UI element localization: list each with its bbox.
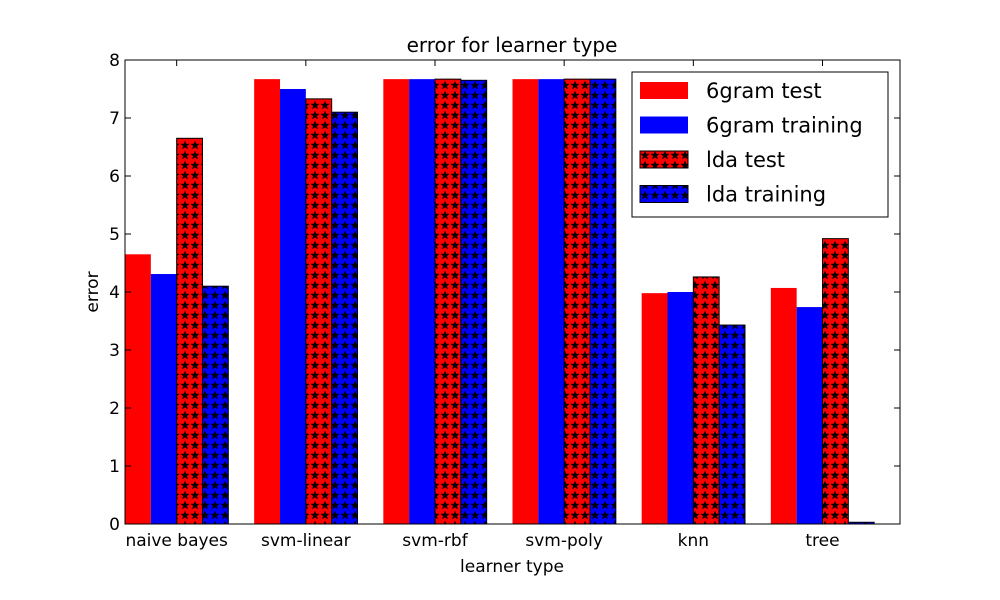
legend-swatch-lda-test [639, 150, 689, 169]
y-tick-label: 1 [109, 457, 120, 477]
y-tick-label: 7 [109, 109, 120, 129]
x-tick-label: naive bayes [125, 531, 228, 551]
y-tick-label: 6 [109, 167, 120, 187]
bar-6gram-test-tree [770, 287, 797, 524]
x-tick-label: tree [805, 531, 839, 551]
bar-6gram-training-knn [667, 292, 694, 524]
bar-6gram-test-svm-rbf [383, 79, 410, 524]
legend-label-6gram-training: 6gram training [706, 114, 863, 138]
x-tick-label: svm-rbf [402, 531, 468, 551]
chart-title: error for learner type [407, 33, 618, 57]
y-tick-label: 5 [109, 225, 120, 245]
legend-label-6gram-test: 6gram test [706, 79, 822, 103]
x-tick-label: svm-linear [261, 531, 351, 551]
legend: 6gram test 6gram training lda test lda trai… [631, 71, 889, 218]
bar-6gram-test-svm-poly [512, 79, 539, 524]
bar-lda-test-naive-bayes [176, 137, 204, 525]
legend-label-lda-training: lda training [706, 183, 826, 207]
bar-lda-training-naive-bayes [202, 285, 229, 525]
y-axis-label: error [83, 271, 103, 312]
x-axis-ticks: naive bayes svm-linear svm-rbf svm-poly knn t… [125, 60, 840, 551]
bar-lda-training-svm-poly [589, 78, 617, 525]
bar-lda-test-svm-rbf [434, 78, 462, 525]
legend-swatch-6gram-test [640, 82, 688, 99]
bar-lda-test-svm-linear [305, 98, 333, 525]
bar-lda-test-tree [822, 238, 849, 525]
y-tick-label: 0 [109, 515, 120, 535]
bar-6gram-training-svm-rbf [409, 79, 435, 524]
bar-6gram-test-svm-linear [254, 79, 280, 524]
legend-swatch-lda-training [639, 185, 689, 203]
bar-lda-test-svm-poly [563, 78, 591, 525]
bar-6gram-training-svm-poly [538, 79, 565, 524]
y-tick-label: 2 [109, 399, 120, 419]
bar-6gram-test-knn [641, 293, 668, 524]
y-tick-label: 4 [109, 283, 120, 303]
y-axis-ticks: 0 1 2 3 4 5 6 7 8 [109, 51, 900, 535]
bar-6gram-training-naive-bayes [150, 274, 177, 524]
y-tick-label: 3 [109, 341, 120, 361]
bar-6gram-training-tree [796, 307, 823, 524]
legend-swatch-6gram-training [640, 116, 688, 134]
bars-group [125, 78, 875, 525]
legend-label-lda-test: lda test [706, 148, 785, 172]
bar-lda-test-knn [692, 276, 720, 525]
x-tick-label: svm-poly [525, 531, 603, 551]
bar-6gram-test-naive-bayes [125, 254, 151, 525]
bar-6gram-training-svm-linear [280, 89, 306, 524]
x-axis-label: learner type [460, 557, 564, 577]
x-tick-label: knn [678, 531, 709, 551]
bar-lda-training-svm-rbf [460, 79, 488, 525]
bar-lda-training-svm-linear [331, 111, 358, 525]
bar-lda-training-knn [718, 324, 746, 525]
y-tick-label: 8 [109, 51, 120, 71]
